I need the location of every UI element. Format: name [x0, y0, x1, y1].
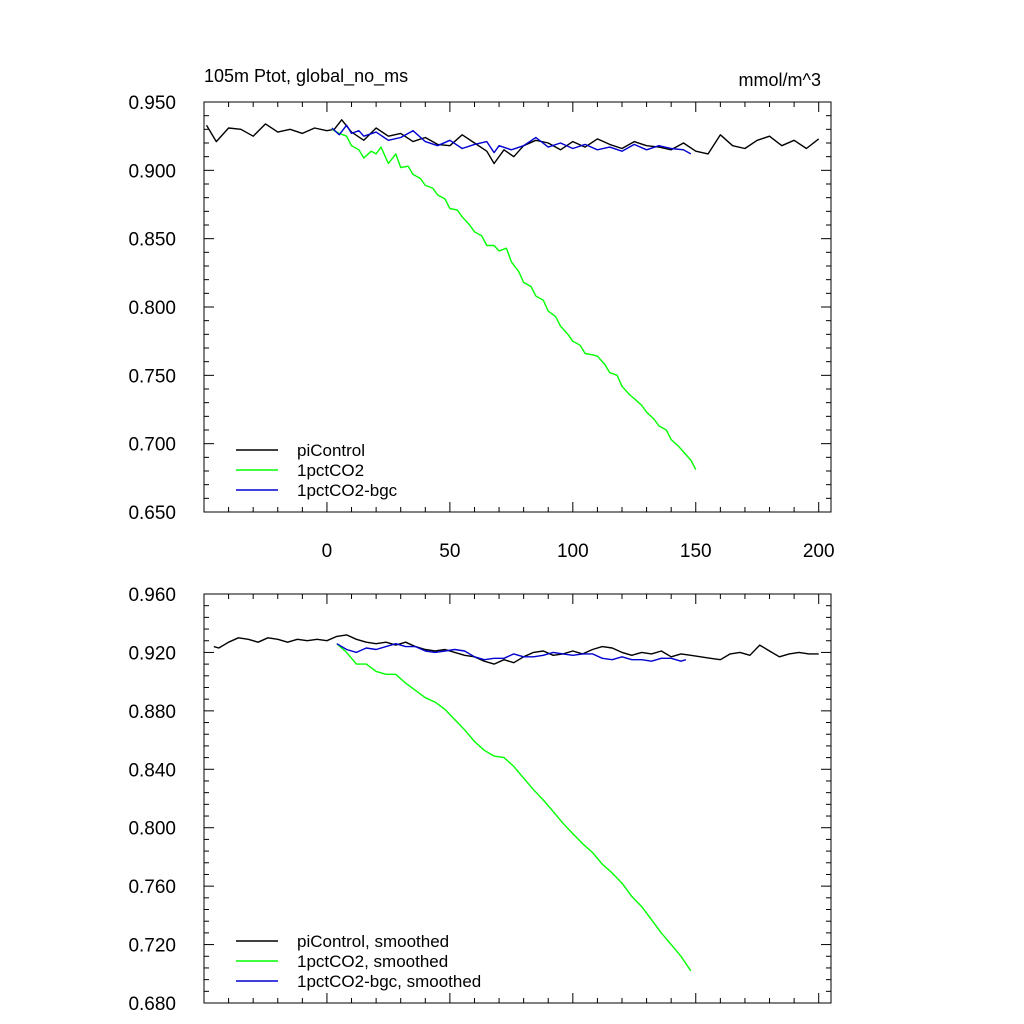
y-tick-label: 0.680: [128, 994, 176, 1015]
series-line-1pctco2-bgc: [331, 124, 692, 155]
legend-label: 1pctCO2-bgc, smoothed: [297, 972, 481, 991]
legend-label: piControl: [297, 441, 365, 460]
x-tick-label: 0: [322, 541, 333, 562]
y-tick-label: 0.960: [128, 585, 176, 606]
series-line-1pctco2-bgc-smoothed: [336, 643, 687, 662]
series-line-1pctco2-smoothed: [336, 643, 692, 972]
y-tick-label: 0.720: [128, 936, 176, 957]
y-tick-label: 0.850: [128, 230, 176, 251]
x-tick-label: 150: [680, 541, 712, 562]
legend-label: 1pctCO2: [297, 461, 364, 480]
y-tick-label: 0.700: [128, 435, 176, 456]
y-tick-label: 0.950: [128, 93, 176, 114]
y-tick-label: 0.800: [128, 819, 176, 840]
y-tick-label: 0.760: [128, 877, 176, 898]
x-tick-label: 100: [557, 541, 589, 562]
chart-title: 105m Ptot, global_no_ms: [204, 66, 408, 87]
legend-label: piControl, smoothed: [297, 932, 449, 951]
y-tick-label: 0.750: [128, 366, 176, 387]
y-tick-label: 0.650: [128, 503, 176, 524]
y-tick-label: 0.840: [128, 760, 176, 781]
top-panel: 0.650 0.700 0.750 0.800 0.850 0.900 0.950 0 50 10…: [128, 66, 834, 562]
y-tick-label: 0.880: [128, 702, 176, 723]
legend-label: 1pctCO2-bgc: [297, 481, 398, 500]
plot-frame: [203, 593, 832, 1004]
x-tick-label: 200: [803, 541, 835, 562]
bottom-panel: 0.680 0.720 0.760 0.800 0.840 0.880 0.920 0.960…: [128, 585, 832, 1015]
y-tick-label: 0.800: [128, 298, 176, 319]
legend-label: 1pctCO2, smoothed: [297, 952, 448, 971]
y-tick-label: 0.900: [128, 161, 176, 182]
series-line-picontrol-smoothed: [213, 634, 819, 665]
series-line-picontrol: [205, 119, 820, 165]
series-line-1pctco2: [331, 128, 697, 470]
x-tick-label: 50: [439, 541, 460, 562]
units-label: mmol/m^3: [739, 70, 821, 90]
y-tick-label: 0.920: [128, 643, 176, 664]
